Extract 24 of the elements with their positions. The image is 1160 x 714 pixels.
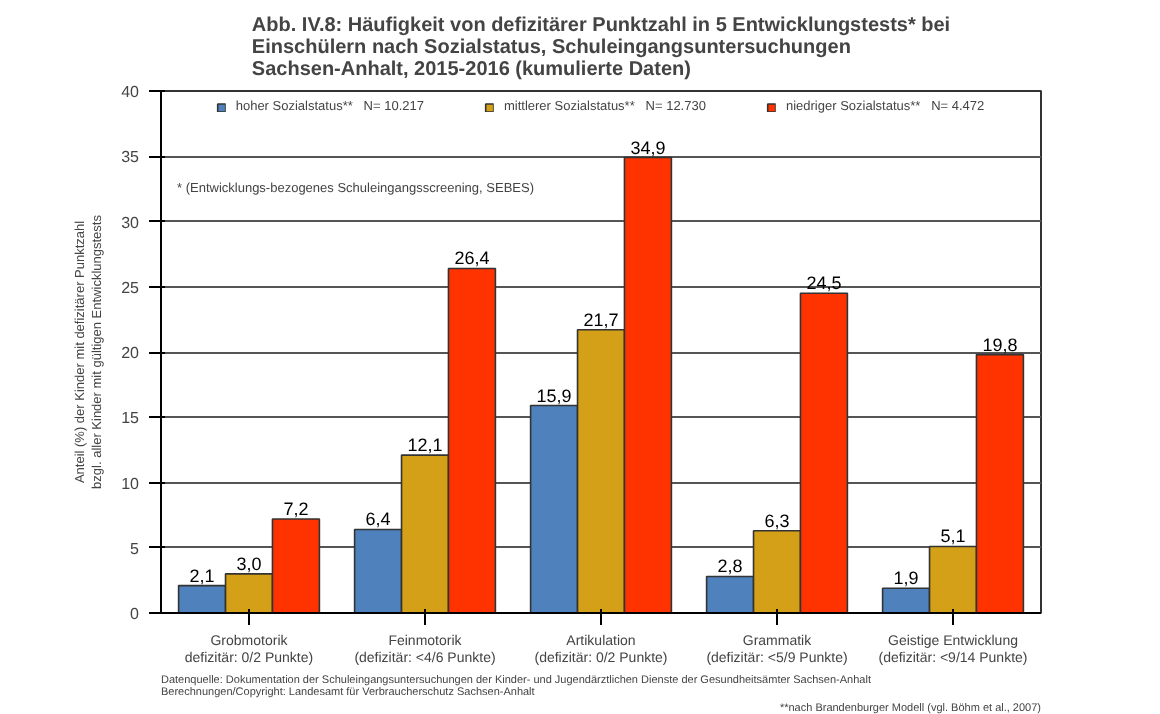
y-tick-label: 15 <box>121 409 141 428</box>
data-label: 19,8 <box>982 334 1018 355</box>
y-tick-label: 5 <box>130 539 141 558</box>
chart-title: Abb. IV.8: Häufigkeit von defizitärer Punktzahl in 5 Entwicklungstests* bei Einschülern nach Sozialstatus, Schuleingangsuntersuchungen Sachsen-Anhalt, 2015-2016 (kumulierte Daten) <box>251 15 951 81</box>
data-label: 21,7 <box>583 309 619 330</box>
data-label: 7,2 <box>283 499 309 520</box>
data-label: 1,9 <box>893 568 919 589</box>
y-tick-label: 30 <box>121 213 141 232</box>
data-label: 6,4 <box>365 509 391 530</box>
data-label: 6,3 <box>764 510 790 531</box>
data-label: 15,9 <box>536 385 572 406</box>
data-label: 2,8 <box>717 556 743 577</box>
data-label: 26,4 <box>454 248 490 269</box>
data-label: 34,9 <box>630 137 666 158</box>
data-label: 3,0 <box>236 553 262 574</box>
y-tick-label: 10 <box>121 474 141 493</box>
data-label: 5,1 <box>940 526 966 547</box>
y-tick-label: 40 <box>121 83 141 101</box>
data-label: 12,1 <box>407 435 443 456</box>
y-tick-label: 20 <box>121 344 141 362</box>
y-tick-label: 35 <box>121 148 141 167</box>
data-label: 2,1 <box>189 565 215 586</box>
y-tick-label: 0 <box>130 605 141 623</box>
y-tick-label: 25 <box>121 278 141 297</box>
